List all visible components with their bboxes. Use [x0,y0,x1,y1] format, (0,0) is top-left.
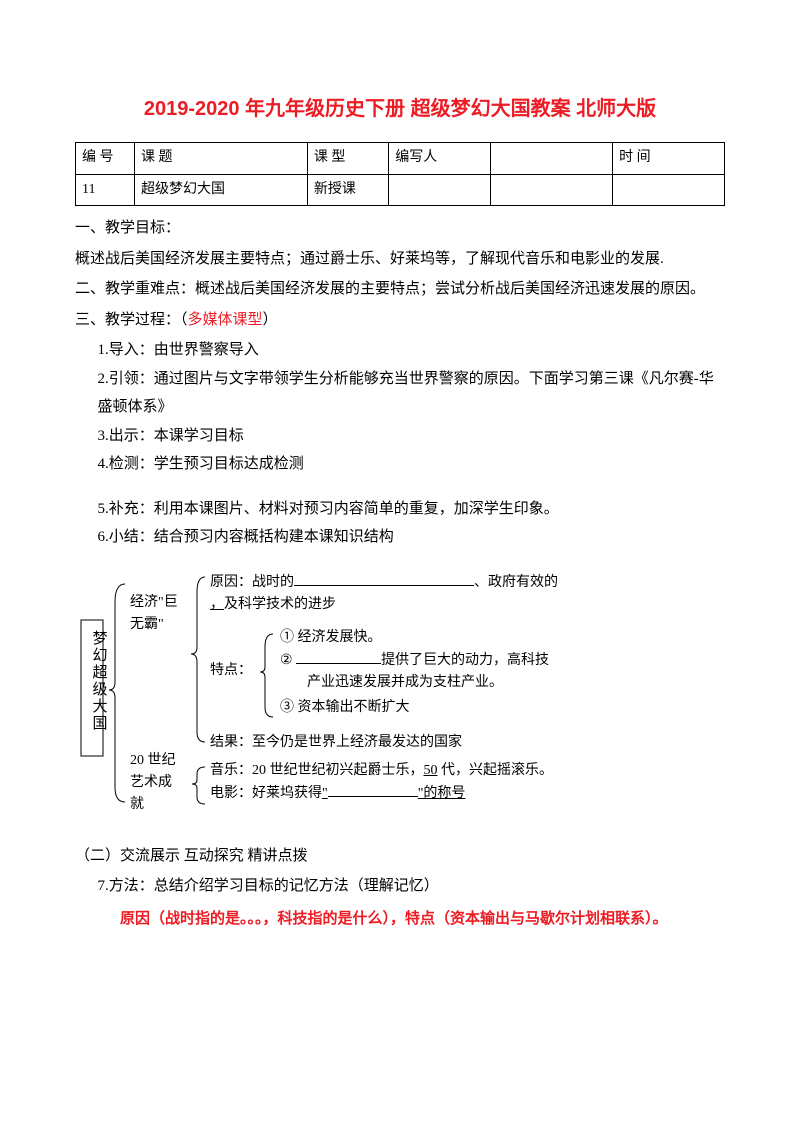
cell: 编写人 [389,143,491,175]
step-7: 7.方法：总结介绍学习目标的记忆方法（理解记忆） [75,872,725,901]
section-1-label: 一、教学目标： [75,214,725,243]
section-1-body: 概述战后美国经济发展主要特点；通过爵士乐、好莱坞等，了解现代音乐和电影业的发展. [75,245,725,274]
red-note: 原因（战时指的是。。。，科技指的是什么），特点（资本输出与马歇尔计划相联系）。 [75,905,725,934]
blank-2 [296,650,381,664]
table-row: 11 超级梦幻大国 新授课 [76,174,725,206]
cause-line-2: ，及科学技术的进步 [210,594,336,616]
cause-d: 及科学技术的进步 [224,597,336,612]
step-3: 3.出示：本课学习目标 [75,422,725,451]
section-4: （二）交流展示 互动探究 精讲点拨 [75,842,725,871]
result: 结果：至今仍是世界上经济最发达的国家 [210,732,462,754]
music-c: 代，兴起摇滚乐。 [438,763,554,778]
feat-2a: ② 提供了巨大的动力，高科技 [280,650,700,672]
step-1: 1.导入：由世界警察导入 [75,336,725,365]
cell: 课 型 [307,143,388,175]
music-b: 50 [424,763,438,778]
cell: 超级梦幻大国 [135,174,308,206]
feat-2-num: ② [280,653,293,668]
s3-prefix: 三、教学过程：（ [75,312,188,328]
step-5: 5.补充：利用本课图片、材料对预习内容简单的重复，加深学生印象。 [75,495,725,524]
cause-a: 原因：战时的 [210,575,294,590]
blank-3 [328,783,418,797]
step-6: 6.小结：结合预习内容概括构建本课知识结构 [75,523,725,552]
cause-line-1: 原因：战时的 、政府有效的 [210,572,710,594]
movie-a: 电影：好莱坞获得 [210,786,322,801]
cell: 新授课 [307,174,388,206]
cell: 时 间 [613,143,725,175]
cell: 课 题 [135,143,308,175]
s3-suffix: ） [263,312,278,328]
music-a: 音乐：20 世纪世纪初兴起爵士乐， [210,763,424,778]
info-table: 编 号 课 题 课 型 编写人 时 间 11 超级梦幻大国 新授课 [75,142,725,206]
eco-label-1: 经济"巨 [130,592,178,614]
feat-3: ③ 资本输出不断扩大 [280,697,410,719]
art-1: 20 世纪 [130,750,176,772]
cell: 11 [76,174,135,206]
section-3: 三、教学过程：（多媒体课型） [75,306,725,335]
cell: 编 号 [76,143,135,175]
table-row: 编 号 课 题 课 型 编写人 时 间 [76,143,725,175]
feat-2b: 产业迅速发展并成为支柱产业。 [307,672,503,694]
blank-1 [294,572,474,586]
step-2: 2.引领：通过图片与文字带领学生分析能够充当世界警察的原因。下面学习第三课《凡尔… [75,365,725,422]
eco-label-2: 无霸" [130,614,164,636]
art-2: 艺术成 [130,772,172,794]
vertical-label: 梦幻超级大国 [84,630,113,732]
movie-c: "的称号 [418,786,466,801]
cell [491,174,613,206]
document-title: 2019-2020 年九年级历史下册 超级梦幻大国教案 北师大版 [75,90,725,128]
brace-diagram: 梦幻超级大国 经济"巨 无霸" 原因：战时的 、政府有效的 ，及科学技术的进步 特… [75,572,725,822]
movie-line: 电影：好莱坞获得""的称号 [210,783,710,805]
cause-c: ， [210,597,224,612]
step-4: 4.检测：学生预习目标达成检测 [75,450,725,479]
cell [389,174,491,206]
feat-label: 特点： [210,660,252,682]
feat-2-text: 提供了巨大的动力，高科技 [381,653,549,668]
cause-b: 、政府有效的 [474,575,558,590]
music-line: 音乐：20 世纪世纪初兴起爵士乐，50 代，兴起摇滚乐。 [210,760,710,782]
cell [613,174,725,206]
section-2: 二、教学重难点：概述战后美国经济发展的主要特点；尝试分析战后美国经济迅速发展的原… [75,275,725,304]
s3-highlight: 多媒体课型 [188,312,263,328]
cell [491,143,613,175]
art-3: 就 [130,794,144,816]
feat-1: ① 经济发展快。 [280,627,382,649]
